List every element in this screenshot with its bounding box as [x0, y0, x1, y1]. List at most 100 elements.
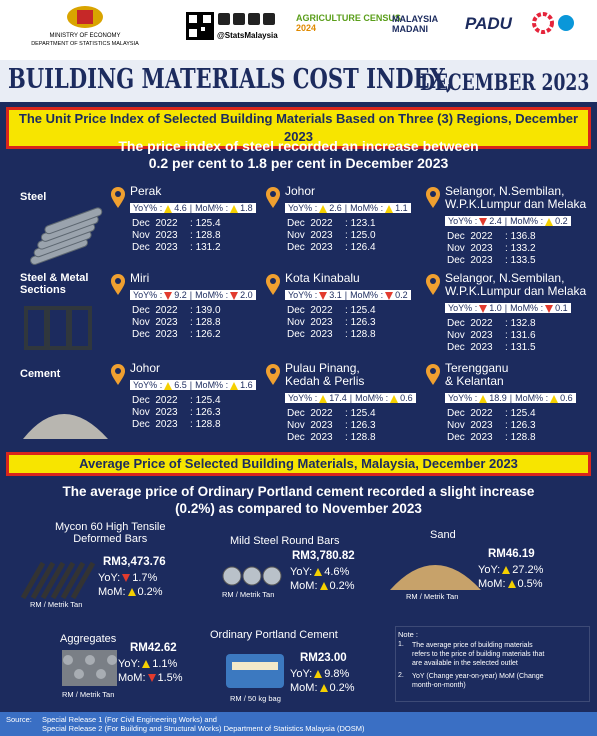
change-value: 1.8: [240, 203, 253, 213]
change-label: YoY:: [118, 658, 141, 670]
changes: YoY% : 17.4 | MoM% : 0.6: [285, 393, 416, 403]
arrow-down: [230, 291, 239, 300]
material-image: [24, 306, 92, 350]
material-image: [222, 566, 282, 586]
index-row: Dec 2023: 126.4: [287, 242, 376, 253]
index-value: 126.3: [350, 420, 376, 431]
change-value: 0.6: [560, 393, 573, 403]
changes: YoY: 1.7% MoM: 0.2%: [98, 571, 163, 599]
census-logo: AGRICULTURE CENSUS 2024: [296, 13, 401, 33]
change-label: MoM% :: [350, 203, 384, 213]
index-row: Dec 2023: 128.8: [287, 329, 376, 340]
region-name-line: Pulau Pinang,: [285, 361, 360, 375]
social-icons: [218, 13, 275, 25]
material-image: [23, 414, 108, 439]
period: Dec 2023: [132, 242, 178, 253]
change-label: YoY% :: [448, 303, 478, 313]
period: Nov 2023: [447, 243, 493, 254]
separator: :: [345, 230, 351, 241]
change-value: 4.6: [174, 203, 187, 213]
change-label: MoM:: [478, 578, 506, 590]
material-image: [426, 187, 440, 208]
index-row: Nov 2023: 126.3: [132, 407, 221, 418]
change-value: 1.1: [395, 203, 408, 213]
change-label: YoY:: [478, 564, 501, 576]
change-label: YoY% :: [133, 290, 163, 300]
region-name-line: Terengganu: [445, 361, 509, 375]
arrow-up: [319, 684, 328, 693]
period: Nov 2023: [132, 230, 178, 241]
arrow-up: [230, 381, 239, 390]
region-name-line: Miri: [130, 271, 150, 285]
note-title: Note :: [398, 630, 419, 639]
separator: :: [505, 255, 511, 266]
price: RM46.19: [488, 548, 535, 560]
separator: :: [505, 231, 511, 242]
change-value: 2.4: [489, 216, 502, 226]
change-line: YoY: 4.6%: [290, 565, 355, 579]
material-image: [20, 561, 96, 600]
unit: RM / Metrik Tan: [62, 690, 115, 699]
change-label: YoY:: [290, 566, 313, 578]
unit: RM / 50 kg bag: [230, 694, 281, 703]
change-label: MoM% :: [515, 393, 549, 403]
separator: |: [189, 203, 193, 213]
separator: |: [504, 216, 508, 226]
separator: |: [509, 393, 513, 403]
change-line: MoM: 0.2%: [290, 579, 355, 593]
arrow-up: [502, 566, 511, 575]
arrow-down: [479, 217, 488, 226]
region-name: Selangor, N.Sembilan, W.P.K.Lumpur dan Me…: [445, 272, 586, 298]
index-value: 131.6: [510, 330, 536, 341]
region-name-line: Selangor, N.Sembilan,: [445, 271, 565, 285]
region-name: Perak: [130, 185, 161, 198]
index-value: 125.4: [350, 408, 376, 419]
region-name-line: & Kelantan: [445, 374, 504, 388]
period: Dec 2023: [132, 419, 178, 430]
region-name-line: Selangor, N.Sembilan,: [445, 184, 565, 198]
change-line: MoM: 0.2%: [98, 585, 163, 599]
change-line: MoM% : 1.8: [195, 203, 253, 213]
changes: YoY% : 3.1 | MoM% : 0.2: [285, 290, 411, 300]
index-value: 128.8: [510, 432, 536, 443]
change-label: MoM:: [290, 580, 318, 592]
changes: YoY% : 2.4 | MoM% : 0.2: [445, 216, 571, 226]
region-name: Terengganu & Kelantan: [445, 362, 508, 388]
changes: YoY: 4.6% MoM: 0.2%: [290, 565, 355, 593]
footer: Source: Special Release 1 (For Civil Eng…: [0, 712, 597, 736]
arrow-up: [319, 204, 328, 213]
change-label: MoM% :: [195, 290, 229, 300]
changes: YoY% : 4.6 | MoM% : 1.8: [130, 203, 256, 213]
index-row: Nov 2023: 126.3: [287, 420, 376, 431]
region-name-line: W.P.K.Lumpur dan Melaka: [445, 197, 587, 211]
padu: PADU: [465, 14, 512, 33]
separator: :: [345, 317, 351, 328]
change-value: 1.0: [489, 303, 502, 313]
separator: :: [190, 242, 196, 253]
handle: @StatsMalaysia: [217, 31, 278, 40]
index-row: Dec 2022: 125.4: [287, 408, 376, 419]
item-name: Aggregates: [60, 633, 116, 645]
changes: YoY% : 6.5 | MoM% : 1.6: [130, 380, 256, 390]
arrow-up: [507, 580, 516, 589]
change-value: 1.6: [240, 380, 253, 390]
separator: |: [189, 290, 193, 300]
material-name: Cement: [20, 368, 60, 380]
separator: :: [505, 342, 511, 353]
item-name-line: Sand: [430, 529, 456, 541]
separator: :: [345, 408, 351, 419]
arrow-up: [390, 394, 399, 403]
note-num: 1.: [398, 641, 404, 648]
material-image: [30, 207, 103, 265]
index-row: Dec 2022: 136.8: [447, 231, 536, 242]
region-name-line: W.P.K.Lumpur dan Melaka: [445, 284, 587, 298]
headline-line: 0.2 per cent to 1.8 per cent in December…: [148, 155, 449, 171]
period: Dec 2022: [132, 305, 178, 316]
region-name-line: Kota Kinabalu: [285, 271, 360, 285]
separator: :: [345, 432, 351, 443]
region-name-line: Kedah & Perlis: [285, 374, 365, 388]
period: Dec 2022: [287, 408, 333, 419]
arrow-down: [385, 291, 394, 300]
change-line: MoM: 1.5%: [118, 671, 183, 685]
arrow-up: [314, 670, 323, 679]
